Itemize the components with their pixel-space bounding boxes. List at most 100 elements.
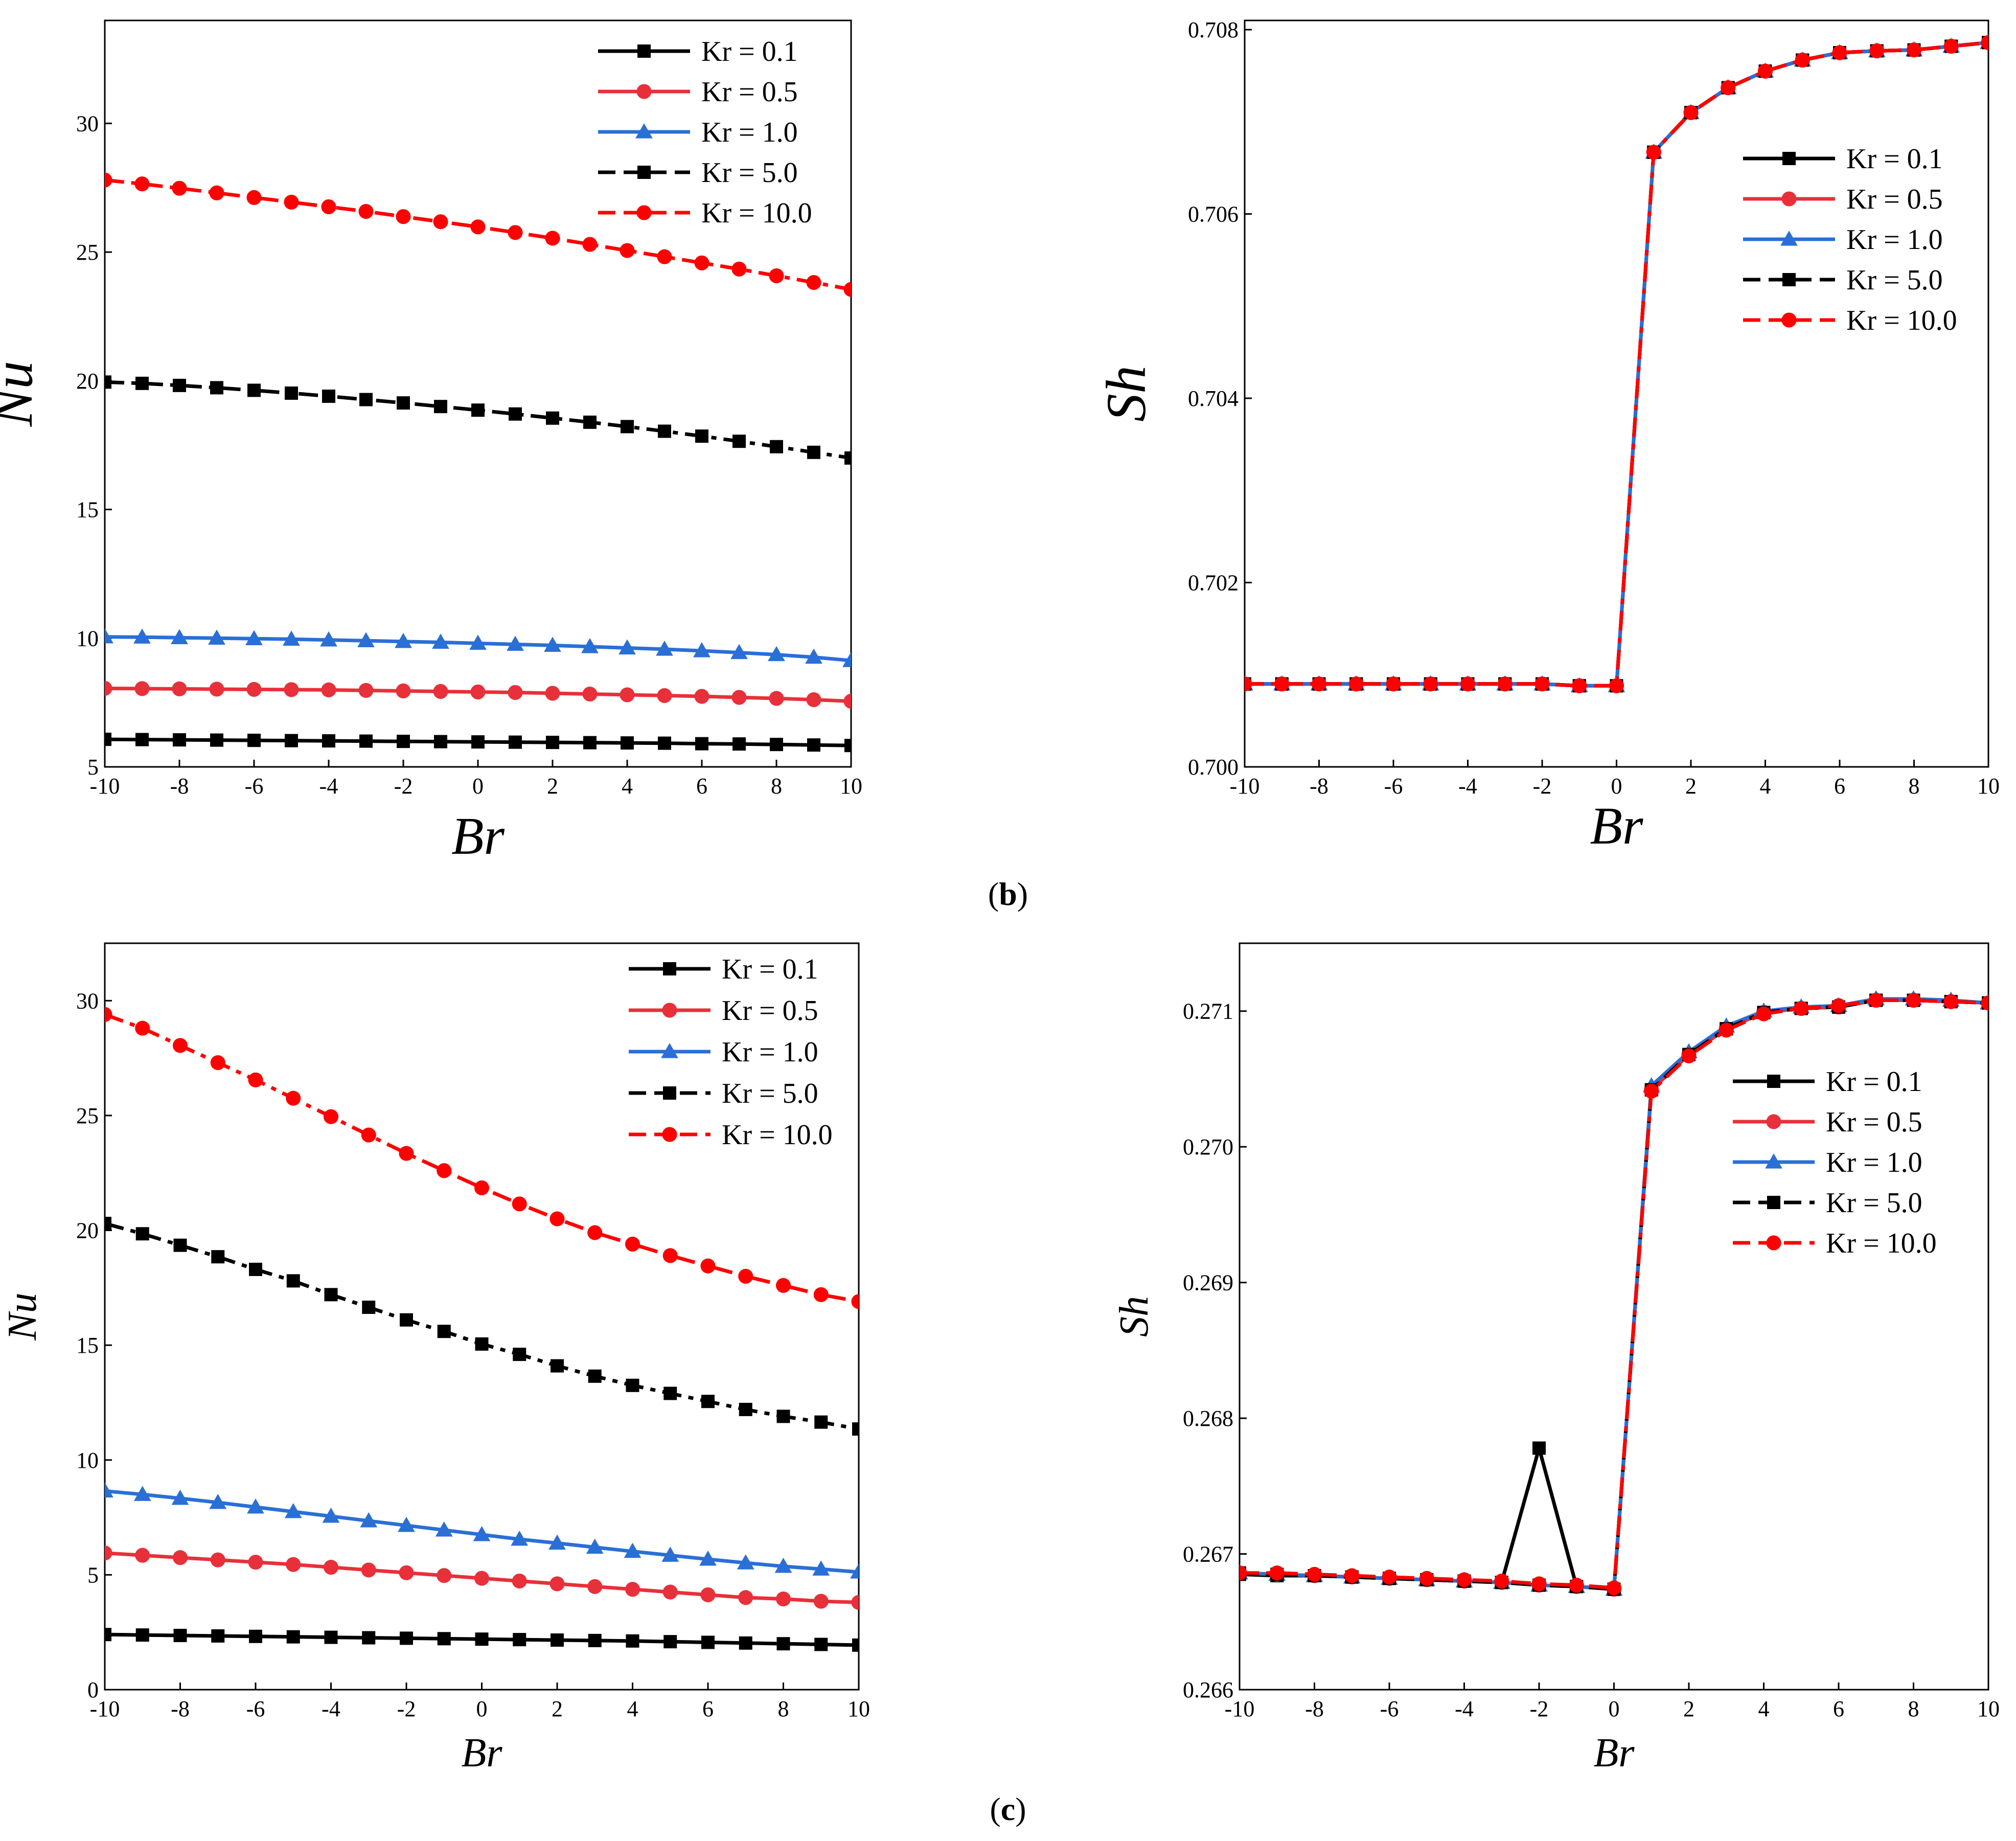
data-point	[1423, 676, 1438, 692]
series-line	[105, 178, 851, 291]
data-point	[1269, 1565, 1285, 1581]
data-point	[618, 639, 636, 655]
x-tick-label: 10	[1977, 1696, 2000, 1721]
data-point	[362, 1301, 376, 1314]
data-point	[695, 737, 708, 751]
data-point	[286, 1274, 300, 1288]
data-point	[701, 1635, 715, 1649]
x-tick-label: 10	[847, 1696, 870, 1721]
x-tick-label: 2	[1683, 1696, 1694, 1721]
data-point	[1240, 1565, 1247, 1581]
y-axis-label: Sh	[1112, 1296, 1157, 1337]
legend: Kr = 0.1 Kr = 0.5 Kr = 1.0 Kr = 5.0 Kr = 10.…	[1733, 1066, 1937, 1259]
series-line	[1245, 40, 1988, 688]
data-point	[105, 1628, 111, 1642]
x-tick-label: 6	[1833, 1696, 1844, 1721]
data-point	[210, 1055, 225, 1071]
data-point	[513, 1348, 526, 1361]
data-point	[105, 1545, 112, 1561]
x-tick-label: -8	[1310, 774, 1328, 799]
x-axis-label: Br	[1590, 797, 1644, 855]
x-tick-label: 8	[778, 1696, 789, 1721]
data-point	[470, 219, 486, 235]
data-point	[509, 407, 522, 421]
x-tick-label: 6	[1834, 774, 1845, 799]
data-point	[663, 1387, 677, 1400]
data-point	[471, 403, 485, 417]
x-tick-label: 2	[547, 774, 558, 799]
data-point	[105, 1482, 113, 1498]
data-point	[471, 735, 485, 749]
legend-label: Kr = 10.0	[1826, 1228, 1937, 1259]
data-point	[1757, 63, 1773, 79]
data-point	[805, 648, 822, 664]
data-point	[397, 396, 410, 410]
data-point	[1307, 1566, 1322, 1582]
data-point	[359, 734, 373, 748]
data-point	[211, 1250, 225, 1264]
data-point	[249, 1629, 262, 1643]
x-tick-label: -10	[90, 774, 120, 799]
data-point	[172, 681, 187, 697]
data-point	[437, 1632, 451, 1646]
data-point	[1344, 1568, 1360, 1583]
data-point	[694, 689, 709, 704]
x-tick-label: 4	[622, 774, 633, 799]
legend-label: Kr = 0.5	[722, 995, 818, 1027]
data-point	[400, 1631, 413, 1645]
legend-label: Kr = 5.0	[722, 1078, 818, 1109]
legend-marker	[663, 1086, 676, 1100]
data-point	[322, 1507, 340, 1523]
data-point	[739, 1402, 752, 1416]
data-point	[851, 1294, 859, 1309]
x-tick-label: -4	[1458, 774, 1477, 799]
data-point	[210, 733, 223, 747]
data-point	[1868, 992, 1884, 1008]
data-point	[105, 628, 113, 644]
legend-label: Kr = 1.0	[1846, 224, 1943, 256]
x-tick-label: 8	[1908, 1696, 1919, 1721]
legend-marker	[635, 123, 653, 139]
data-point	[1646, 145, 1661, 160]
x-axis-label: Br	[451, 807, 505, 866]
x-axis-label: Br	[462, 1731, 503, 1776]
data-point	[814, 1638, 828, 1651]
x-tick-label: 6	[696, 774, 707, 799]
data-point	[693, 642, 711, 657]
data-point	[1348, 676, 1364, 692]
data-point	[852, 1422, 859, 1436]
data-point	[362, 1631, 376, 1645]
legend-label: Kr = 0.1	[1826, 1066, 1922, 1098]
data-point	[437, 1163, 452, 1178]
data-point	[739, 1636, 752, 1650]
y-tick-label: 0.271	[1183, 999, 1233, 1024]
data-point	[694, 255, 709, 270]
legend-label: Kr = 1.0	[722, 1036, 818, 1068]
data-point	[813, 1287, 829, 1302]
legend-marker	[637, 166, 651, 179]
data-point	[400, 1313, 413, 1327]
data-point	[285, 386, 298, 400]
data-point	[544, 637, 561, 652]
data-point	[247, 734, 261, 747]
legend-label: Kr = 1.0	[701, 117, 798, 148]
legend-marker	[636, 205, 652, 220]
data-point	[738, 1268, 753, 1284]
x-tick-label: -10	[1230, 774, 1260, 799]
data-point	[1683, 105, 1699, 120]
data-point	[1644, 1083, 1659, 1099]
x-tick-label: 4	[1758, 1696, 1770, 1721]
data-point	[844, 451, 851, 465]
data-point	[699, 1550, 717, 1566]
panel-label-b: (b)	[988, 876, 1028, 912]
x-tick-label: -8	[170, 774, 189, 799]
data-point	[657, 688, 672, 703]
data-point	[621, 736, 634, 750]
data-point	[1460, 676, 1476, 692]
x-tick-label: 8	[1909, 774, 1920, 799]
y-tick-label: 0.704	[1188, 386, 1239, 411]
x-tick-label: -10	[1225, 1696, 1255, 1721]
data-point	[621, 420, 634, 434]
data-point	[470, 684, 486, 700]
data-point	[134, 681, 150, 696]
